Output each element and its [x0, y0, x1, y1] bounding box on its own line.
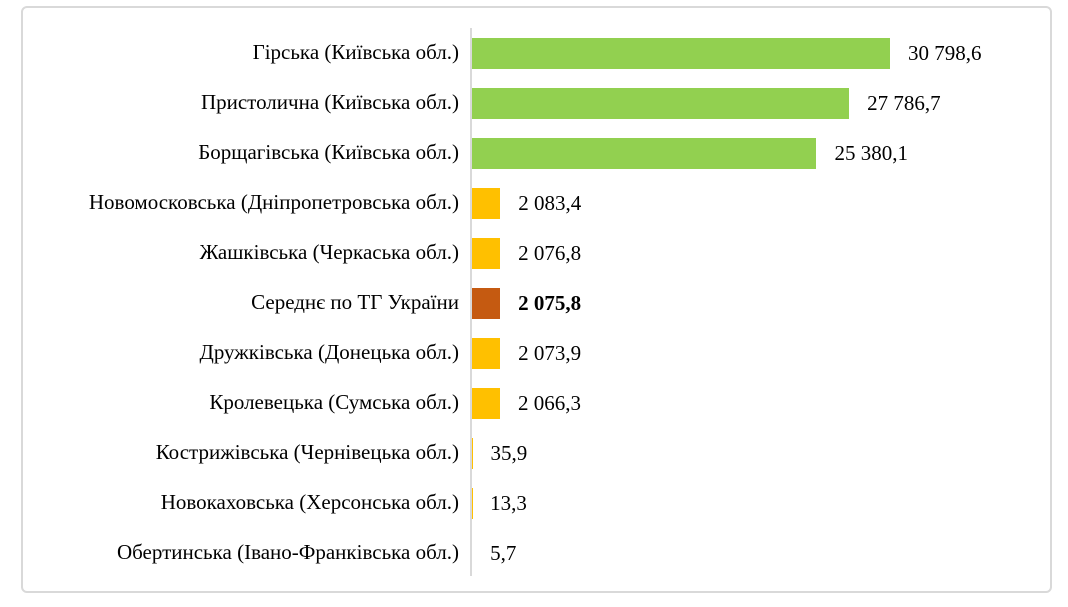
bar-area: 25 380,1: [472, 128, 1050, 178]
category-label: Обертинська (Івано-Франківська обл.): [116, 540, 459, 565]
chart-row: Пристолична (Київська обл.) 27 786,7: [23, 78, 1050, 128]
chart-row: Кролевецька (Сумська обл.) 2 066,3: [23, 378, 1050, 428]
bar-area: 2 075,8: [472, 278, 1050, 328]
value-label: 2 073,9: [518, 340, 582, 365]
bar: [472, 337, 501, 369]
chart-row: Обертинська (Івано-Франківська обл.) 5,7: [23, 528, 1050, 578]
bar: [472, 387, 501, 419]
category-label: Гірська (Київська обл.): [252, 40, 459, 65]
value-label: 35,9: [490, 440, 528, 465]
category-label: Кролевецька (Сумська обл.): [209, 390, 459, 415]
value-label: 5,7: [490, 540, 517, 565]
bar-area: 35,9: [472, 428, 1050, 478]
category-label: Середнє по ТГ України: [251, 290, 459, 315]
value-label: 2 066,3: [518, 390, 582, 415]
bar-area: 2 073,9: [472, 328, 1050, 378]
bar-rows-container: Гірська (Київська обл.) 30 798,6 Пристол…: [23, 28, 1050, 578]
bar-area: 13,3: [472, 478, 1050, 528]
value-label: 30 798,6: [908, 40, 982, 65]
category-label: Новомосковська (Дніпропетровська обл.): [88, 190, 459, 215]
value-label: 25 380,1: [834, 140, 908, 165]
category-label: Жашківська (Черкаська обл.): [199, 240, 459, 265]
bar: [472, 187, 501, 219]
chart-frame: Гірська (Київська обл.) 30 798,6 Пристол…: [21, 6, 1052, 593]
chart-row: Дружківська (Донецька обл.) 2 073,9: [23, 328, 1050, 378]
bar-area: 5,7: [472, 528, 1050, 578]
category-label: Кострижівська (Чернівецька обл.): [155, 440, 459, 465]
y-axis-line: [470, 28, 472, 576]
bar-area: 27 786,7: [472, 78, 1050, 128]
bar-area: 2 066,3: [472, 378, 1050, 428]
bar: [472, 137, 817, 169]
bar-area: 30 798,6: [472, 28, 1050, 78]
category-label: Дружківська (Донецька обл.): [199, 340, 460, 365]
bar: [472, 237, 501, 269]
chart-row: Новокаховська (Херсонська обл.) 13,3: [23, 478, 1050, 528]
value-label: 13,3: [490, 490, 527, 515]
category-label: Пристолична (Київська обл.): [200, 90, 459, 115]
bar-area: 2 076,8: [472, 228, 1050, 278]
bar: [472, 87, 850, 119]
chart-row: Новомосковська (Дніпропетровська обл.) 2…: [23, 178, 1050, 228]
bar: [472, 37, 890, 69]
value-label: 2 083,4: [518, 190, 582, 215]
chart-row: Борщагівська (Київська обл.) 25 380,1: [23, 128, 1050, 178]
chart-row: Гірська (Київська обл.) 30 798,6: [23, 28, 1050, 78]
bar-area: 2 083,4: [472, 178, 1050, 228]
bar: [472, 287, 501, 319]
category-label: Новокаховська (Херсонська обл.): [160, 490, 459, 515]
value-label: 27 786,7: [867, 90, 941, 115]
value-label: 2 075,8: [518, 290, 582, 315]
chart-row: Жашківська (Черкаська обл.) 2 076,8: [23, 228, 1050, 278]
chart-row: Кострижівська (Чернівецька обл.) 35,9: [23, 428, 1050, 478]
chart-row: Середнє по ТГ України 2 075,8: [23, 278, 1050, 328]
category-label: Борщагівська (Київська обл.): [198, 140, 459, 165]
value-label: 2 076,8: [518, 240, 582, 265]
